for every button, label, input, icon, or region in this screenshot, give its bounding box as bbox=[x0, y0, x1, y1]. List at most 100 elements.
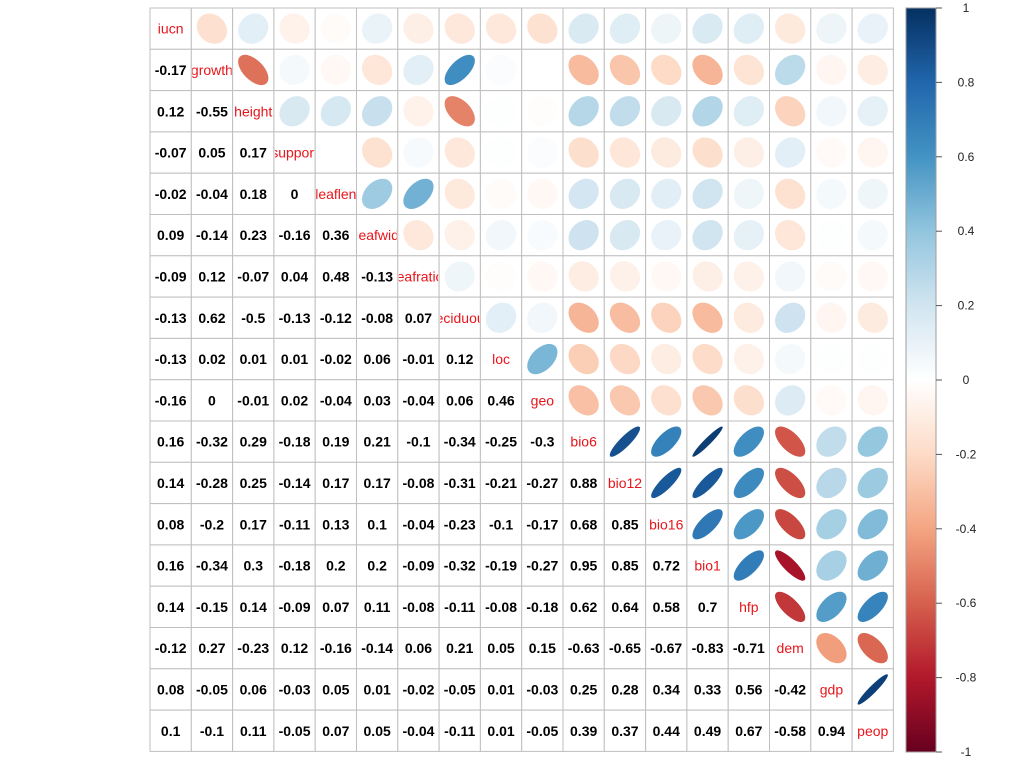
correlation-value: 0.06 bbox=[446, 392, 473, 408]
correlation-value: -0.04 bbox=[320, 392, 352, 408]
grid-cell bbox=[190, 503, 234, 546]
correlation-value: 0.62 bbox=[198, 310, 225, 326]
correlation-value: -0.34 bbox=[196, 558, 228, 574]
correlation-ellipse bbox=[733, 385, 764, 416]
colorbar-tick-label: -0.4 bbox=[956, 522, 977, 536]
correlation-ellipse bbox=[485, 96, 517, 127]
correlation-value: -0.08 bbox=[361, 310, 393, 326]
variable-label: growth bbox=[191, 62, 233, 78]
correlation-value: 0 bbox=[291, 186, 299, 202]
correlation-value: 0.1 bbox=[161, 723, 181, 739]
correlation-ellipse bbox=[816, 509, 847, 540]
correlation-value: -0.34 bbox=[444, 434, 476, 450]
correlation-ellipse bbox=[444, 54, 475, 86]
correlation-ellipse bbox=[733, 13, 764, 44]
correlation-ellipse bbox=[362, 137, 393, 168]
correlation-ellipse bbox=[692, 13, 723, 44]
correlation-value: -0.03 bbox=[526, 681, 558, 697]
correlation-ellipse bbox=[444, 137, 475, 168]
colorbar-tick-label: -0.2 bbox=[956, 447, 977, 461]
correlation-ellipse bbox=[816, 550, 847, 581]
grid-cell bbox=[438, 627, 481, 670]
grid-cell bbox=[356, 379, 399, 422]
correlation-ellipse bbox=[527, 178, 558, 209]
grid-cell bbox=[479, 503, 523, 546]
grid-cell bbox=[273, 255, 316, 298]
variable-label: iucn bbox=[158, 21, 184, 37]
correlation-value: 0.95 bbox=[570, 558, 597, 574]
correlation-value: 0.88 bbox=[570, 475, 597, 491]
grid-cell bbox=[149, 420, 192, 463]
correlation-value: -0.2 bbox=[200, 516, 224, 532]
variable-label: leafwid bbox=[355, 227, 399, 243]
correlation-ellipse bbox=[279, 96, 310, 127]
grid-cell bbox=[603, 544, 647, 587]
grid-cell bbox=[190, 255, 234, 298]
correlation-value: -0.04 bbox=[402, 392, 434, 408]
correlation-value: -0.63 bbox=[568, 640, 600, 656]
correlation-value: -0.19 bbox=[485, 558, 517, 574]
grid-cell bbox=[314, 544, 358, 587]
correlation-ellipse bbox=[609, 96, 641, 127]
correlation-ellipse bbox=[485, 137, 517, 168]
correlation-ellipse bbox=[651, 343, 682, 375]
correlation-value: 0.3 bbox=[244, 558, 264, 574]
correlation-value: -0.04 bbox=[196, 186, 228, 202]
correlation-value: 0.23 bbox=[240, 227, 267, 243]
correlation-value: 0.07 bbox=[322, 723, 349, 739]
correlation-value: -0.14 bbox=[361, 640, 393, 656]
correlation-ellipse bbox=[568, 261, 599, 292]
grid-cell bbox=[769, 709, 812, 752]
diagonal-labels: iucn growth height support leaflen leafwid lea… bbox=[158, 21, 889, 739]
correlation-ellipse bbox=[733, 178, 764, 209]
correlation-value: 0.94 bbox=[818, 723, 845, 739]
correlation-ellipse bbox=[733, 467, 764, 499]
correlation-ellipse bbox=[775, 385, 806, 416]
variable-label: geo bbox=[531, 392, 555, 408]
correlation-value: 0.27 bbox=[198, 640, 225, 656]
correlation-value: 0.06 bbox=[364, 351, 391, 367]
correlation-ellipse bbox=[733, 343, 764, 375]
correlation-value: 0.01 bbox=[487, 681, 514, 697]
correlation-ellipse bbox=[816, 633, 847, 664]
variable-label: height bbox=[234, 103, 272, 119]
correlation-ellipse bbox=[403, 96, 434, 127]
correlation-ellipse bbox=[609, 178, 641, 209]
correlation-ellipse bbox=[692, 96, 723, 127]
colorbar-tick-label: 1 bbox=[963, 1, 970, 15]
correlation-value: 0.36 bbox=[322, 227, 349, 243]
grid-cell bbox=[314, 296, 358, 339]
correlation-value: -0.08 bbox=[485, 599, 517, 615]
correlation-ellipse bbox=[609, 13, 641, 44]
grid-cell bbox=[149, 296, 192, 339]
correlation-ellipse bbox=[527, 302, 558, 333]
grid-cell bbox=[149, 337, 192, 381]
grid-cell bbox=[149, 131, 192, 174]
correlation-ellipse bbox=[775, 261, 806, 292]
correlation-ellipse bbox=[568, 220, 599, 251]
correlation-ellipse bbox=[444, 178, 475, 209]
correlation-ellipse bbox=[733, 137, 764, 168]
correlation-value: 0.11 bbox=[240, 723, 267, 739]
correlation-ellipse bbox=[816, 96, 847, 127]
correlation-value: 0.64 bbox=[611, 599, 638, 615]
grid-cell bbox=[810, 709, 853, 752]
grid-cell bbox=[232, 544, 275, 587]
correlation-value: -0.11 bbox=[279, 516, 310, 532]
correlation-value: -0.13 bbox=[361, 268, 393, 284]
colorbar-tick-label: 0 bbox=[963, 373, 970, 387]
correlation-value: 0.56 bbox=[735, 681, 762, 697]
correlation-value: -0.42 bbox=[774, 681, 806, 697]
correlation-value: -0.18 bbox=[279, 434, 311, 450]
correlation-ellipse bbox=[733, 426, 764, 457]
grid-cell bbox=[232, 503, 275, 546]
correlation-value: 0.44 bbox=[653, 723, 680, 739]
correlation-value: 0.17 bbox=[322, 475, 349, 491]
colorbar-tick-label: 0.4 bbox=[958, 224, 975, 238]
correlation-ellipse bbox=[651, 137, 682, 168]
grid-cell bbox=[810, 668, 853, 711]
correlation-value: -0.17 bbox=[155, 62, 187, 78]
correlation-value: -0.27 bbox=[526, 558, 558, 574]
correlation-ellipse bbox=[444, 261, 475, 292]
correlation-value: 0.04 bbox=[281, 268, 308, 284]
